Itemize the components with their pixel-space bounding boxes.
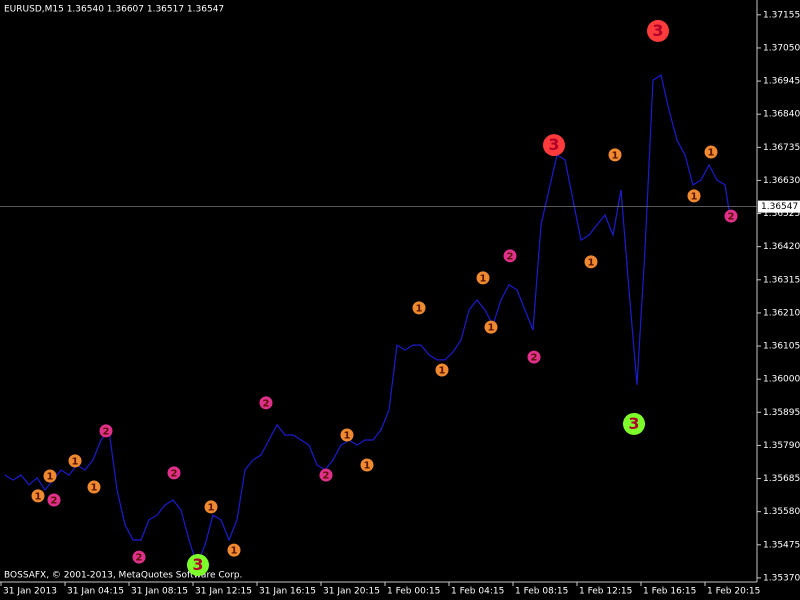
signal-marker — [435, 363, 449, 377]
signal-label: 1 — [488, 323, 495, 334]
signal-marker — [484, 320, 498, 334]
y-tick-label: 1.36105 — [763, 342, 800, 352]
signal-label: 1 — [480, 273, 487, 284]
chart-title: EURUSD,M15 1.36540 1.36607 1.36517 1.365… — [4, 5, 224, 15]
price-line — [4, 74, 730, 567]
x-tick-label: 31 Jan 20:15 — [323, 587, 380, 597]
signal-label: 1 — [612, 150, 619, 161]
y-tick-label: 1.37155 — [763, 10, 800, 20]
signal-label: 2 — [507, 251, 514, 262]
signal-label: 3 — [192, 555, 203, 574]
signal-marker — [31, 489, 45, 503]
y-tick-label: 1.35580 — [763, 507, 800, 517]
signal-label: 3 — [628, 414, 639, 433]
signal-marker — [687, 189, 701, 203]
signal-marker — [360, 458, 374, 472]
signal-label: 1 — [439, 366, 446, 377]
signal-label: 1 — [35, 491, 42, 502]
signal-label: 1 — [691, 191, 698, 202]
y-tick-label: 1.36420 — [763, 242, 800, 252]
signal-marker — [623, 412, 645, 435]
signal-marker — [87, 480, 101, 494]
x-tick-label: 1 Feb 16:15 — [643, 587, 696, 597]
signal-label: 2 — [531, 353, 538, 364]
signal-label: 1 — [91, 483, 98, 494]
signal-label: 1 — [208, 502, 215, 513]
y-tick-label: 1.35475 — [763, 540, 800, 550]
x-tick-label: 31 Jan 16:15 — [259, 587, 316, 597]
signal-marker — [543, 134, 565, 157]
y-tick-label: 1.37050 — [763, 43, 800, 53]
x-tick-label: 31 Jan 08:15 — [131, 587, 188, 597]
signal-label: 2 — [263, 398, 270, 409]
signal-label: 2 — [728, 212, 735, 223]
signal-marker — [47, 493, 61, 507]
current-price-box — [758, 200, 800, 213]
signal-marker — [167, 466, 181, 480]
x-tick-label: 31 Jan 04:15 — [67, 587, 124, 597]
y-tick-label: 1.36315 — [763, 275, 800, 285]
signal-marker — [99, 424, 113, 438]
signal-label: 1 — [708, 148, 715, 159]
y-tick-label: 1.35685 — [763, 474, 800, 484]
signal-marker — [259, 396, 273, 410]
signal-marker — [503, 249, 517, 263]
signal-label: 1 — [231, 546, 238, 557]
y-tick-label: 1.36840 — [763, 110, 800, 120]
x-tick-label: 1 Feb 00:15 — [387, 587, 440, 597]
x-tick-label: 31 Jan 12:15 — [195, 587, 252, 597]
signal-label: 1 — [588, 257, 595, 268]
y-tick-label: 1.36000 — [763, 375, 800, 385]
signal-marker — [412, 301, 426, 315]
signal-label: 2 — [323, 471, 330, 482]
y-tick-label: 1.35895 — [763, 408, 800, 418]
signal-marker — [132, 550, 146, 564]
signal-marker — [68, 454, 82, 468]
y-tick-label: 1.36735 — [763, 143, 800, 153]
signal-label: 1 — [344, 431, 351, 442]
current-price-label: 1.36547 — [761, 202, 798, 212]
signal-marker — [724, 209, 738, 223]
signal-label: 2 — [136, 553, 143, 564]
signal-marker — [43, 469, 57, 483]
x-tick-label: 1 Feb 08:15 — [515, 587, 568, 597]
signal-marker — [319, 468, 333, 482]
signal-label: 3 — [548, 135, 559, 154]
x-tick-label: 1 Feb 04:15 — [451, 587, 504, 597]
signal-marker — [204, 500, 218, 514]
y-tick-label: 1.36210 — [763, 308, 800, 318]
signal-marker — [187, 553, 209, 576]
signal-label: 1 — [72, 456, 79, 467]
signal-marker — [584, 255, 598, 269]
signal-label: 3 — [652, 21, 663, 40]
signal-marker — [527, 350, 541, 364]
signal-marker — [227, 543, 241, 557]
signal-label: 2 — [171, 468, 178, 479]
x-tick-label: 1 Feb 12:15 — [579, 587, 632, 597]
y-tick-label: 1.35370 — [763, 573, 800, 583]
signal-label: 2 — [51, 495, 58, 506]
y-tick-label: 1.35790 — [763, 441, 800, 451]
signal-label: 2 — [103, 426, 110, 437]
y-tick-label: 1.36525 — [763, 209, 800, 219]
signal-label: 1 — [416, 303, 423, 314]
signal-marker — [608, 148, 622, 162]
y-tick-label: 1.36945 — [763, 77, 800, 87]
x-tick-label: 1 Feb 20:15 — [707, 587, 760, 597]
signal-marker — [340, 428, 354, 442]
x-tick-label: 31 Jan 2013 — [3, 587, 57, 597]
signal-label: 1 — [47, 472, 54, 483]
signal-marker — [647, 19, 669, 42]
signal-marker — [476, 271, 490, 285]
signal-marker — [704, 145, 718, 159]
signal-label: 1 — [364, 460, 371, 471]
footer: BOSSAFX, © 2001-2013, MetaQuotes Softwar… — [4, 571, 242, 581]
y-tick-label: 1.36630 — [763, 176, 800, 186]
